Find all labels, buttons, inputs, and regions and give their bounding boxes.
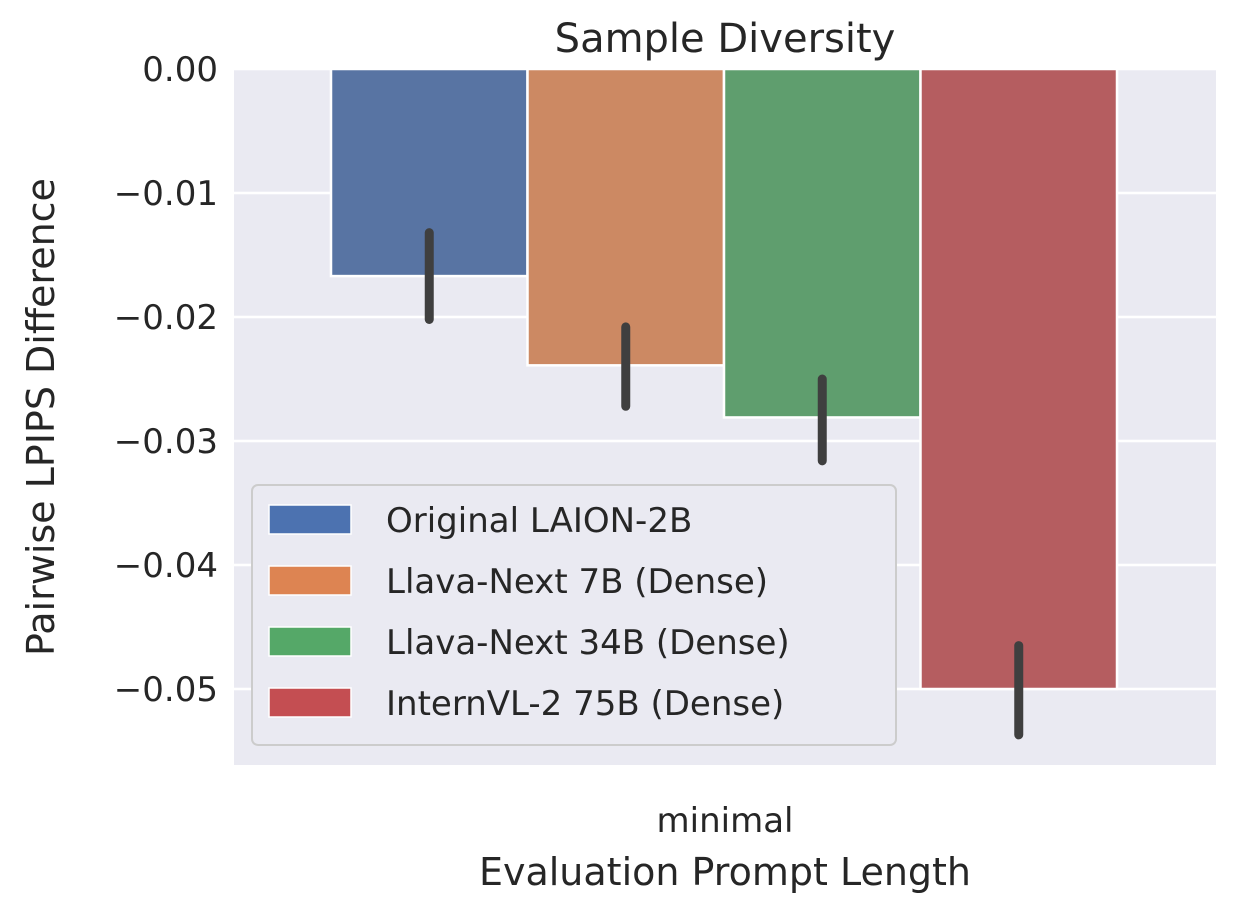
legend: Original LAION-2B Llava-Next 7B (Dense) Ll… (251, 484, 897, 746)
legend-swatch-3 (268, 626, 352, 657)
y-tick-label: −0.02 (114, 298, 218, 338)
legend-label-1: Original LAION-2B (386, 501, 692, 541)
y-axis-label: Pairwise LPIPS Difference (19, 178, 63, 656)
y-tick-label: −0.05 (114, 670, 218, 710)
x-tick-labels: minimal (657, 801, 794, 841)
y-tick-label: −0.04 (114, 546, 218, 586)
legend-label-2: Llava-Next 7B (Dense) (386, 562, 768, 602)
y-tick-label: −0.03 (114, 422, 218, 462)
bar-2 (526, 67, 726, 367)
bar-3 (722, 67, 922, 419)
y-tick-label: 0.00 (142, 50, 218, 90)
legend-label-3: Llava-Next 34B (Dense) (386, 623, 790, 663)
legend-swatch-4 (268, 687, 352, 718)
x-tick-label: minimal (657, 801, 794, 841)
chart-title: Sample Diversity (555, 16, 896, 62)
bars (329, 67, 1119, 691)
legend-label-4: InternVL-2 75B (Dense) (386, 684, 784, 724)
y-tick-labels: 0.00 −0.01 −0.02 −0.03 −0.04 −0.05 (114, 50, 218, 710)
legend-swatch-2 (268, 565, 352, 596)
bar-4 (919, 67, 1119, 691)
error-bars (424, 228, 1024, 740)
x-axis-label: Evaluation Prompt Length (479, 850, 971, 894)
y-tick-label: −0.01 (114, 174, 218, 214)
legend-frame (251, 484, 897, 746)
legend-swatch-1 (268, 504, 352, 535)
